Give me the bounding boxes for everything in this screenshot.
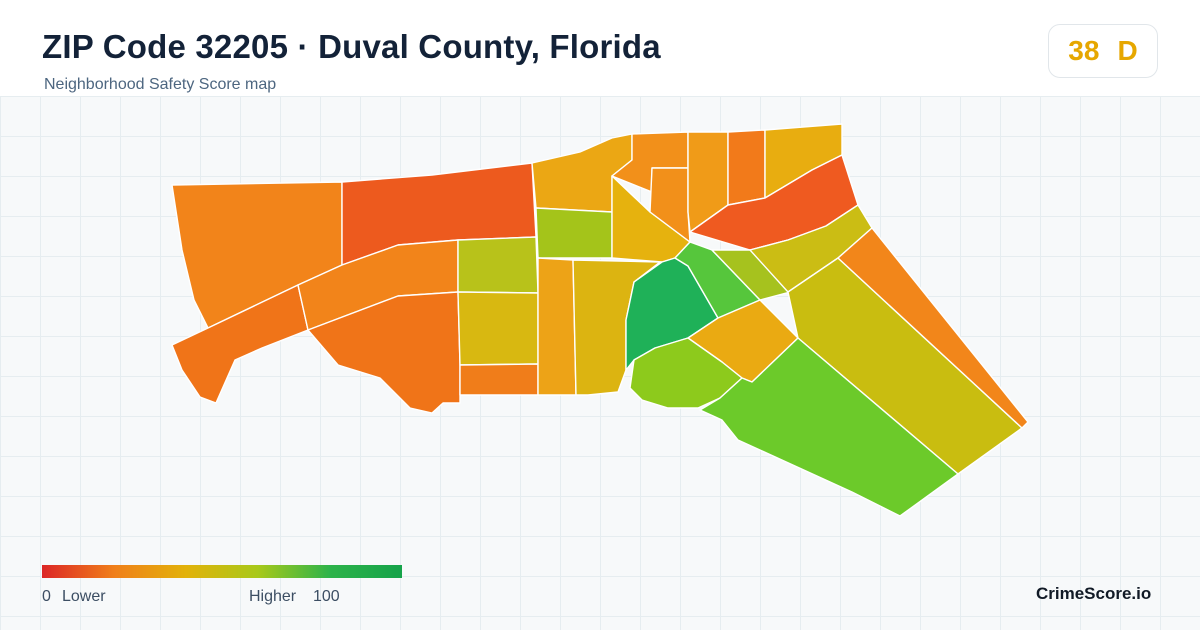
page-header: ZIP Code 32205 · Duval County, Florida N… [0, 0, 1200, 96]
page-title: ZIP Code 32205 · Duval County, Florida [42, 28, 661, 65]
map-region[interactable] [457, 236, 539, 294]
map-region[interactable] [535, 207, 613, 259]
map-region[interactable] [537, 257, 577, 396]
safety-score-legend-gradient [42, 565, 402, 578]
legend-max-label: Higher [249, 588, 297, 605]
score-value: 38 [1068, 35, 1100, 66]
map-region[interactable] [727, 129, 766, 206]
map-region[interactable] [837, 227, 1029, 429]
score-grade: D [1117, 35, 1138, 66]
page-subtitle: Neighborhood Safety Score map [44, 76, 277, 93]
map-region[interactable] [699, 337, 959, 517]
legend-min-label: Lower [62, 588, 106, 605]
legend-min-value: 0 [42, 588, 51, 605]
brand-logo-text: CrimeScore.io [1036, 584, 1152, 603]
legend-max-value: 100 [313, 588, 340, 605]
map-region[interactable] [171, 284, 309, 404]
map-region[interactable] [457, 291, 539, 366]
map-region[interactable] [787, 257, 1023, 475]
map-region[interactable] [459, 363, 539, 396]
safety-score-badge: 38 D [1048, 24, 1158, 78]
map-region[interactable] [307, 291, 461, 414]
